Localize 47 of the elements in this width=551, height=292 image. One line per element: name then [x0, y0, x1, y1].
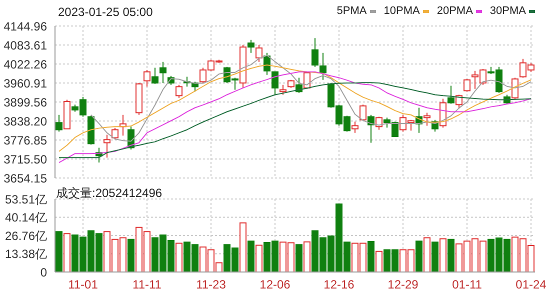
x-tick-label: 12-06 [260, 278, 291, 292]
x-tick-label: 11-01 [68, 278, 98, 292]
bar [176, 242, 182, 272]
y-tick-label: 26.76亿 [4, 228, 47, 243]
x-tick-label: 11-11 [132, 278, 162, 292]
legend-label: 5PMA [336, 5, 367, 17]
y-tick-label: 13.38亿 [4, 247, 47, 262]
bar [432, 242, 438, 272]
bar [128, 238, 134, 272]
x-tick-label: 12-29 [388, 278, 419, 292]
x-tick-label: 01-24 [516, 278, 547, 292]
chart-title: 成交量:2052412496 [56, 185, 162, 202]
legend-label: 30PMA [490, 5, 526, 17]
y-tick-label: 3715.50 [4, 152, 48, 166]
y-tick-label: 3899.56 [4, 95, 48, 110]
x-tick-label: 11-23 [196, 278, 226, 292]
candlestick [104, 134, 110, 158]
x-tick-label: 12-16 [324, 278, 355, 292]
line-series [58, 82, 532, 158]
bar [56, 231, 62, 272]
bar [448, 238, 454, 272]
bar [256, 244, 262, 272]
candlestick [160, 61, 166, 84]
y-tick-label: 4083.61 [4, 38, 48, 52]
chart-title: 2023-01-25 05:00 [58, 5, 153, 19]
legend-label: 20PMA [436, 5, 473, 17]
bar [424, 237, 430, 272]
legend-label: 10PMA [384, 5, 420, 17]
bar [240, 222, 246, 272]
y-tick-label: 3838.20 [4, 114, 48, 128]
bar [296, 244, 302, 272]
y-tick-label: 0 [40, 265, 48, 280]
y-tick-label: 3960.91 [4, 76, 48, 90]
bar [64, 233, 70, 272]
bar [376, 250, 382, 272]
y-tick-label: 53.51亿 [4, 192, 47, 206]
y-tick-label: 4022.26 [4, 57, 48, 72]
bar [304, 241, 310, 272]
y-tick-label: 40.14亿 [4, 210, 47, 224]
x-tick-label: 01-11 [452, 278, 482, 292]
y-tick-label: 3776.85 [4, 133, 48, 148]
bar [440, 238, 446, 272]
y-tick-label: 3654.15 [4, 171, 48, 186]
bar [416, 240, 422, 272]
bar [248, 240, 254, 272]
y-tick-label: 4144.96 [4, 19, 48, 34]
bar [368, 240, 374, 272]
